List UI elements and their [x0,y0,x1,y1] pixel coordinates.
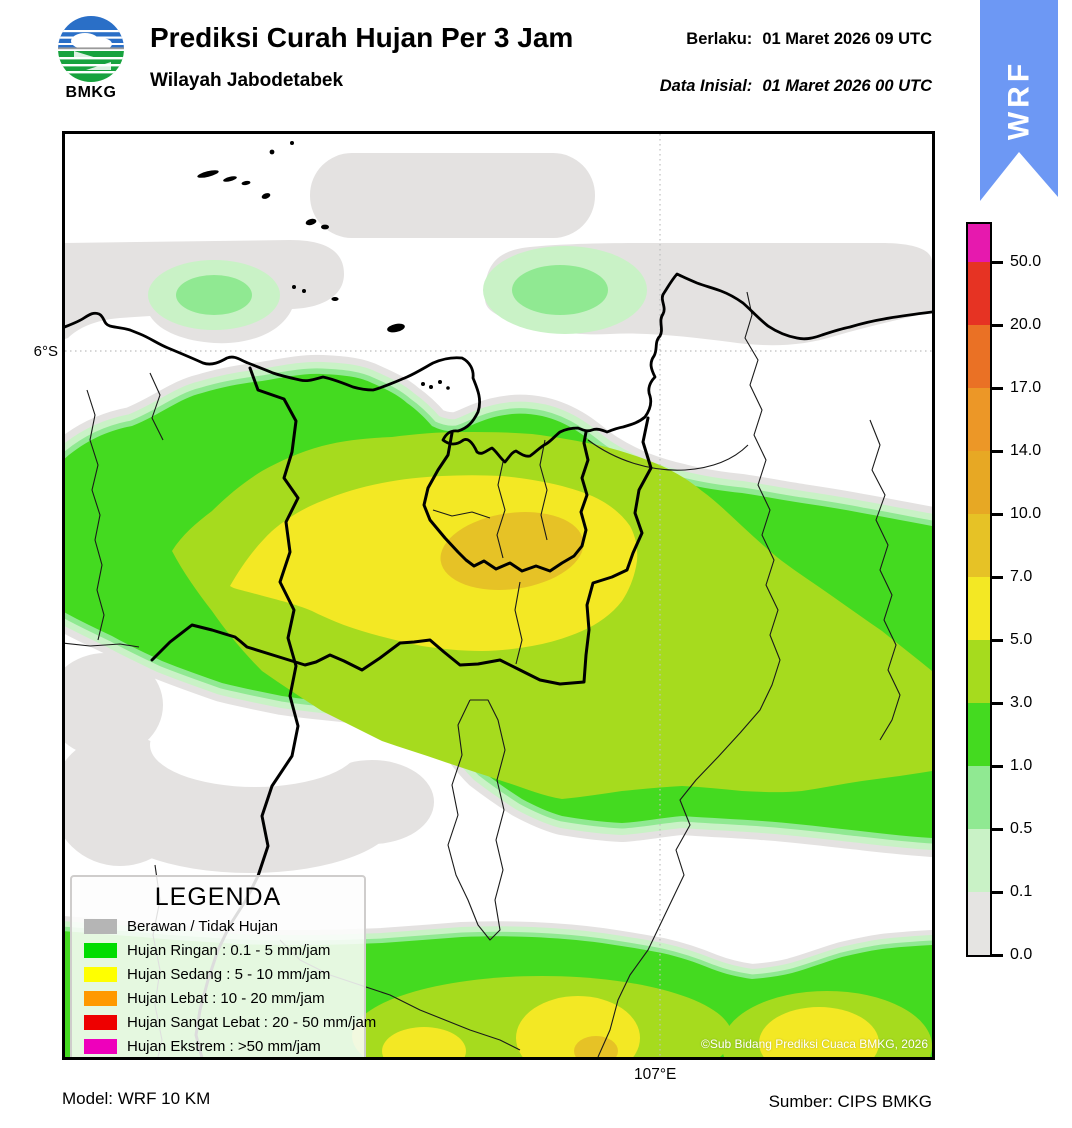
initial-time-label: Data Inisial: [659,77,753,95]
colorbar-tick-label: 14.0 [1010,442,1042,459]
colorbar-segment [968,577,990,640]
colorbar-segment [968,388,990,451]
colorbar-tick [990,891,1003,894]
colorbar-tick [990,828,1003,831]
legend-item: Berawan / Tidak Hujan [80,918,356,935]
legend-title: LEGENDA [154,883,282,911]
colorbar: 50.0 20.0 17.0 14.0 10.0 7.0 5.0 3.0 1.0 0.5 0.1 0.… [966,222,1072,963]
colorbar-tick [990,324,1003,327]
ribbon-banner-icon: WRF [980,0,1058,201]
legend-item: Hujan Sedang : 5 - 10 mm/jam [80,966,356,983]
legend-item-label: Hujan Lebat : 10 - 20 mm/jam [127,990,325,1007]
colorbar-tick-label: 1.0 [1010,757,1033,774]
bmkg-logo-label: BMKG [65,84,117,101]
legend-item: Hujan Sangat Lebat : 20 - 50 mm/jam [80,1014,376,1031]
sea-drizzle-inner [176,265,608,315]
legend-swatch [84,1039,117,1054]
colorbar-tick-label: 17.0 [1010,379,1042,396]
legend-item: Hujan Ekstrem : >50 mm/jam [80,1038,356,1055]
bmkg-logo [56,14,126,84]
colorbar-segment [968,640,990,703]
legend-item-label: Berawan / Tidak Hujan [127,918,278,935]
colorbar-segment [968,766,990,829]
colorbar-tick [990,639,1003,642]
colorbar-segment [968,703,990,766]
colorbar-tick [990,765,1003,768]
footer-source-text: Sumber: CIPS BMKG [768,1092,932,1111]
latitude-tick-label: 6°S [33,343,58,360]
graticule-lines [65,134,932,1057]
colorbar-tick [990,450,1003,453]
valid-time-label: Berlaku: [686,30,753,48]
page-subtitle: Wilayah Jabodetabek [150,70,344,91]
colorbar-tick-label: 20.0 [1010,316,1042,333]
colorbar-tick-label: 5.0 [1010,631,1033,648]
colorbar-tick [990,954,1003,957]
colorbar-tick-label: 50.0 [1010,253,1042,270]
legend-swatch [84,1015,117,1030]
colorbar-segment [968,892,990,955]
initial-time-value: 01 Maret 2026 00 UTC [762,77,932,95]
initial-time-line: Data Inisial: 01 Maret 2026 00 UTC [660,77,932,96]
valid-time-line: Berlaku: 01 Maret 2026 09 UTC [686,30,932,49]
south-rain-7-10-core [574,1036,618,1057]
clear-hole [150,703,360,787]
map-panel: LEGENDA Berawan / Tidak Hujan Hujan Ringa… [62,131,935,1060]
colorbar-bar [966,222,992,957]
legend-item-label: Hujan Sangat Lebat : 20 - 50 mm/jam [127,1014,377,1031]
colorbar-tick-label: 7.0 [1010,568,1033,585]
colorbar-tick-label: 0.0 [1010,946,1033,963]
colorbar-segment [968,829,990,892]
footer-model-text: Model: WRF 10 KM [62,1089,211,1108]
colorbar-segment [968,451,990,514]
valid-time-value: 01 Maret 2026 09 UTC [762,30,932,48]
model-ribbon: WRF [980,0,1058,205]
legend-item-label: Hujan Ekstrem : >50 mm/jam [127,1038,321,1055]
page-title: Prediksi Curah Hujan Per 3 Jam [150,22,574,53]
legend-box: LEGENDA Berawan / Tidak Hujan Hujan Ringa… [70,875,376,1057]
legend-swatch [84,967,117,982]
colorbar-segment [968,325,990,388]
legend-item-label: Hujan Sedang : 5 - 10 mm/jam [127,966,331,983]
legend-swatch [84,943,117,958]
colorbar-tick-label: 0.1 [1010,883,1033,900]
ribbon-label: WRF [1003,60,1036,140]
bmkg-logo-icon [58,16,124,82]
colorbar-tick [990,387,1003,390]
islands [197,141,450,390]
copyright-text: ©Sub Bidang Prediksi Cuaca BMKG, 2026 [701,1037,928,1051]
colorbar-segment [968,514,990,577]
legend-item-label: Hujan Ringan : 0.1 - 5 mm/jam [127,942,331,959]
colorbar-segment [968,262,990,325]
longitude-tick-label: 107°E [634,1066,677,1083]
colorbar-tick [990,576,1003,579]
legend-item: Hujan Lebat : 10 - 20 mm/jam [80,990,356,1007]
colorbar-tick-label: 3.0 [1010,694,1033,711]
colorbar-tick [990,702,1003,705]
coastline [65,272,932,464]
legend-swatch [84,991,117,1006]
legend-swatch [84,919,117,934]
colorbar-tick-label: 0.5 [1010,820,1033,837]
legend-items: Berawan / Tidak Hujan Hujan Ringan : 0.1 … [80,918,376,1055]
colorbar-tick [990,513,1003,516]
cloud-wash-areas [65,653,434,873]
colorbar-tick [990,261,1003,264]
legend-item: Hujan Ringan : 0.1 - 5 mm/jam [80,942,356,959]
colorbar-tick-label: 10.0 [1010,505,1042,522]
colorbar-segment [968,224,990,262]
